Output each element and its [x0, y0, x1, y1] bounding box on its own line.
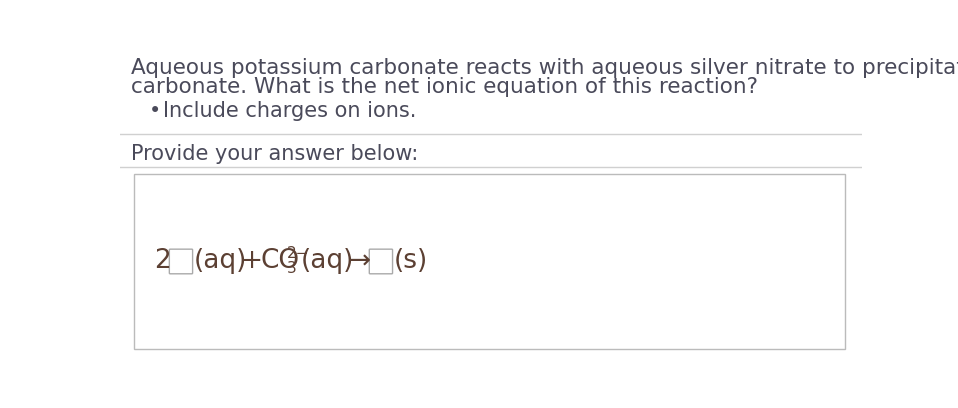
Text: Aqueous potassium carbonate reacts with aqueous silver nitrate to precipitate si: Aqueous potassium carbonate reacts with …: [130, 58, 958, 78]
Text: •: •: [149, 101, 162, 121]
Text: (aq): (aq): [194, 248, 247, 275]
Text: (aq): (aq): [300, 248, 354, 275]
Text: 3: 3: [286, 261, 296, 276]
Text: Include charges on ions.: Include charges on ions.: [163, 101, 417, 121]
Text: 2: 2: [154, 248, 171, 275]
Text: →: →: [349, 248, 371, 275]
Text: (s): (s): [394, 248, 427, 275]
Text: +: +: [240, 248, 262, 275]
Text: carbonate. What is the net ionic equation of this reaction?: carbonate. What is the net ionic equatio…: [130, 77, 758, 97]
FancyBboxPatch shape: [369, 249, 393, 274]
FancyBboxPatch shape: [134, 174, 845, 349]
Text: 2−: 2−: [287, 246, 309, 261]
FancyBboxPatch shape: [170, 249, 193, 274]
Text: CO: CO: [260, 248, 299, 275]
Text: Provide your answer below:: Provide your answer below:: [130, 144, 418, 164]
